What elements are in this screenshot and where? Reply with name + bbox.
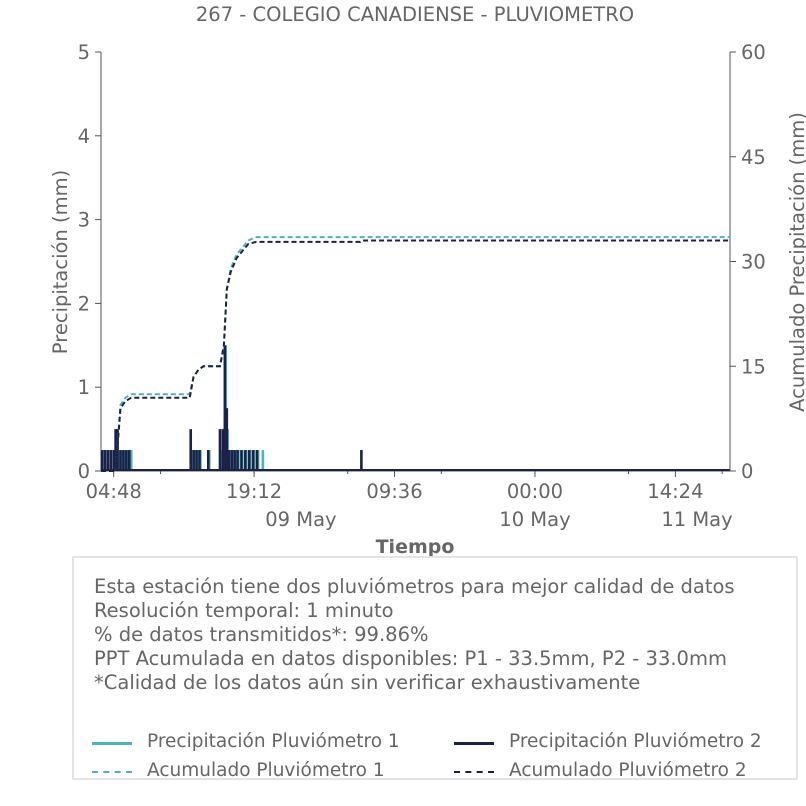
legend-swatch-precip-p1 — [92, 742, 132, 745]
y-tick-label: 5 — [78, 41, 90, 64]
x-axis-label: Tiempo — [376, 536, 455, 556]
bar-p2 — [247, 450, 251, 471]
bar-p2 — [198, 450, 201, 471]
bar-p2 — [223, 345, 227, 471]
bar-p2 — [233, 450, 236, 471]
y-tick-label: 2 — [78, 292, 90, 315]
bar-p2 — [112, 450, 115, 471]
bar-p2 — [240, 450, 243, 471]
bar-p2 — [251, 450, 255, 471]
bar-p2 — [230, 450, 233, 471]
bar-p1 — [261, 450, 265, 471]
y-tick-label: 3 — [78, 209, 90, 232]
x-date-label: 09 May — [265, 508, 336, 531]
bar-p2 — [109, 450, 113, 471]
bar-p1 — [129, 450, 133, 471]
bar-p2 — [127, 450, 131, 471]
bar-p2 — [206, 450, 210, 471]
bar-p2 — [218, 429, 222, 471]
bar-p2 — [225, 408, 229, 471]
info-line-transmitted: % de datos transmitidos*: 99.86% — [94, 623, 429, 646]
legend-swatch-precip-p2 — [454, 742, 494, 745]
y2-axis-label: Acumulado Precipitación (mm) — [786, 112, 806, 412]
chart-title: 267 - COLEGIO CANADIENSE - PLUVIOMETRO — [196, 3, 634, 26]
legend-swatch-accum-p1 — [92, 771, 132, 773]
bar-p2 — [360, 450, 363, 471]
x-tick-label: 14:24 — [647, 480, 703, 503]
x-date-label: 11 May — [661, 508, 732, 531]
bar-p2 — [119, 450, 122, 471]
y2-tick-label: 60 — [741, 41, 766, 64]
accum-line-p1 — [101, 236, 730, 472]
y2-tick-label: 45 — [741, 146, 766, 169]
bar-p2 — [221, 429, 225, 471]
bar-p2 — [192, 450, 195, 471]
x-tick-label: 09:36 — [366, 480, 422, 503]
bar-p2 — [236, 450, 239, 471]
bar-p2 — [103, 450, 107, 471]
y-tick-label: 0 — [78, 460, 90, 483]
y-tick-label: 1 — [78, 376, 90, 399]
info-line-quality-note: *Calidad de los datos aún sin verificar … — [94, 671, 641, 694]
bar-p2 — [255, 450, 259, 471]
info-line-resolution: Resolución temporal: 1 minuto — [94, 599, 394, 622]
legend-label-accum-p2: Acumulado Pluviómetro 2 — [509, 760, 747, 781]
legend-label-precip-p2: Precipitación Pluviómetro 2 — [509, 731, 762, 752]
precipitation-chart: 267 - COLEGIO CANADIENSE - PLUVIOMETRO 0… — [49, 3, 806, 556]
bar-p2 — [114, 429, 117, 471]
y2-tick-label: 15 — [741, 355, 766, 378]
bar-p2 — [244, 450, 247, 471]
bar-p2 — [227, 450, 231, 471]
y-tick-label: 4 — [78, 125, 90, 148]
y-axis-label: Precipitación (mm) — [49, 170, 72, 354]
bar-p2 — [100, 450, 104, 471]
legend-label-accum-p1: Acumulado Pluviómetro 1 — [147, 760, 385, 781]
accum-line-p2 — [101, 239, 730, 472]
legend-label-precip-p1: Precipitación Pluviómetro 1 — [147, 731, 400, 752]
y2-tick-label: 30 — [741, 251, 766, 274]
y2-tick-label: 0 — [741, 460, 753, 483]
bar-p2 — [125, 450, 128, 471]
bar-p2 — [106, 450, 110, 471]
bar-p2 — [122, 450, 125, 471]
x-tick-label: 04:48 — [86, 480, 142, 503]
info-line-accumulated: PPT Acumulada en datos disponibles: P1 -… — [94, 647, 727, 670]
x-date-label: 10 May — [499, 508, 570, 531]
x-tick-label: 00:00 — [507, 480, 563, 503]
bar-p2 — [195, 450, 198, 471]
bar-p2 — [189, 429, 193, 471]
info-line-dual-gauge: Esta estación tiene dos pluviómetros par… — [94, 575, 735, 598]
legend-swatch-accum-p2 — [454, 771, 494, 773]
info-box: Esta estación tiene dos pluviómetros par… — [72, 556, 798, 781]
x-tick-label: 19:12 — [226, 480, 282, 503]
